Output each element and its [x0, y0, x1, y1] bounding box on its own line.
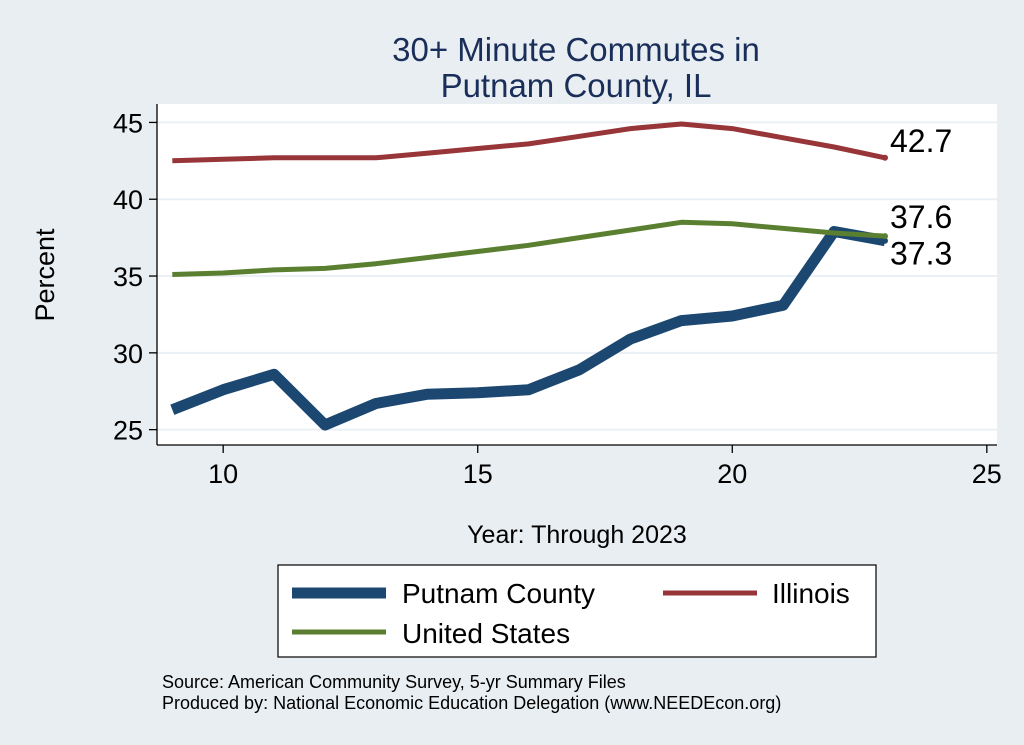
end-label-illinois: 42.7	[890, 123, 952, 159]
y-tick-label-35: 35	[113, 262, 143, 292]
series-lines	[170, 121, 886, 431]
end-label-united-states: 37.6	[890, 199, 952, 235]
x-axis-title: Year: Through 2023	[467, 521, 687, 549]
y-tick-label-40: 40	[113, 185, 143, 215]
series-line-illinois	[172, 121, 886, 164]
plot-area	[157, 104, 997, 445]
legend-label-united-states: United States	[402, 618, 570, 649]
legend-label-illinois: Illinois	[772, 578, 850, 609]
chart-title: 30+ Minute Commutes in	[392, 31, 760, 68]
end-point-united-states	[882, 233, 888, 240]
gridlines	[157, 121, 997, 431]
y-tick-label-45: 45	[113, 108, 143, 138]
x-tick-label-25: 25	[972, 459, 1002, 489]
produced-by-note: Produced by: National Economic Education…	[162, 693, 781, 713]
series-line-putnam-county	[170, 226, 886, 431]
chart-subtitle: Putnam County, IL	[441, 67, 712, 104]
end-point-putnam-county	[882, 237, 888, 244]
legend: Putnam County Illinois United States	[277, 564, 877, 658]
end-label-putnam-county: 37.3	[890, 236, 952, 272]
axes: 25 30 35 40 45 10 15 20 25	[113, 104, 1002, 489]
y-tick-label-30: 30	[113, 339, 143, 369]
x-tick-label-20: 20	[717, 459, 747, 489]
end-point-illinois	[882, 154, 888, 161]
end-labels: 37.3 42.7 37.6	[882, 123, 952, 272]
y-tick-label-25: 25	[113, 416, 143, 446]
series-line-united-states	[172, 219, 886, 277]
legend-box	[277, 564, 877, 658]
x-tick-label-10: 10	[208, 459, 238, 489]
legend-label-putnam-county: Putnam County	[402, 578, 595, 609]
source-note: Source: American Community Survey, 5-yr …	[162, 672, 626, 692]
y-axis-title: Percent	[30, 228, 60, 322]
x-tick-label-15: 15	[463, 459, 493, 489]
